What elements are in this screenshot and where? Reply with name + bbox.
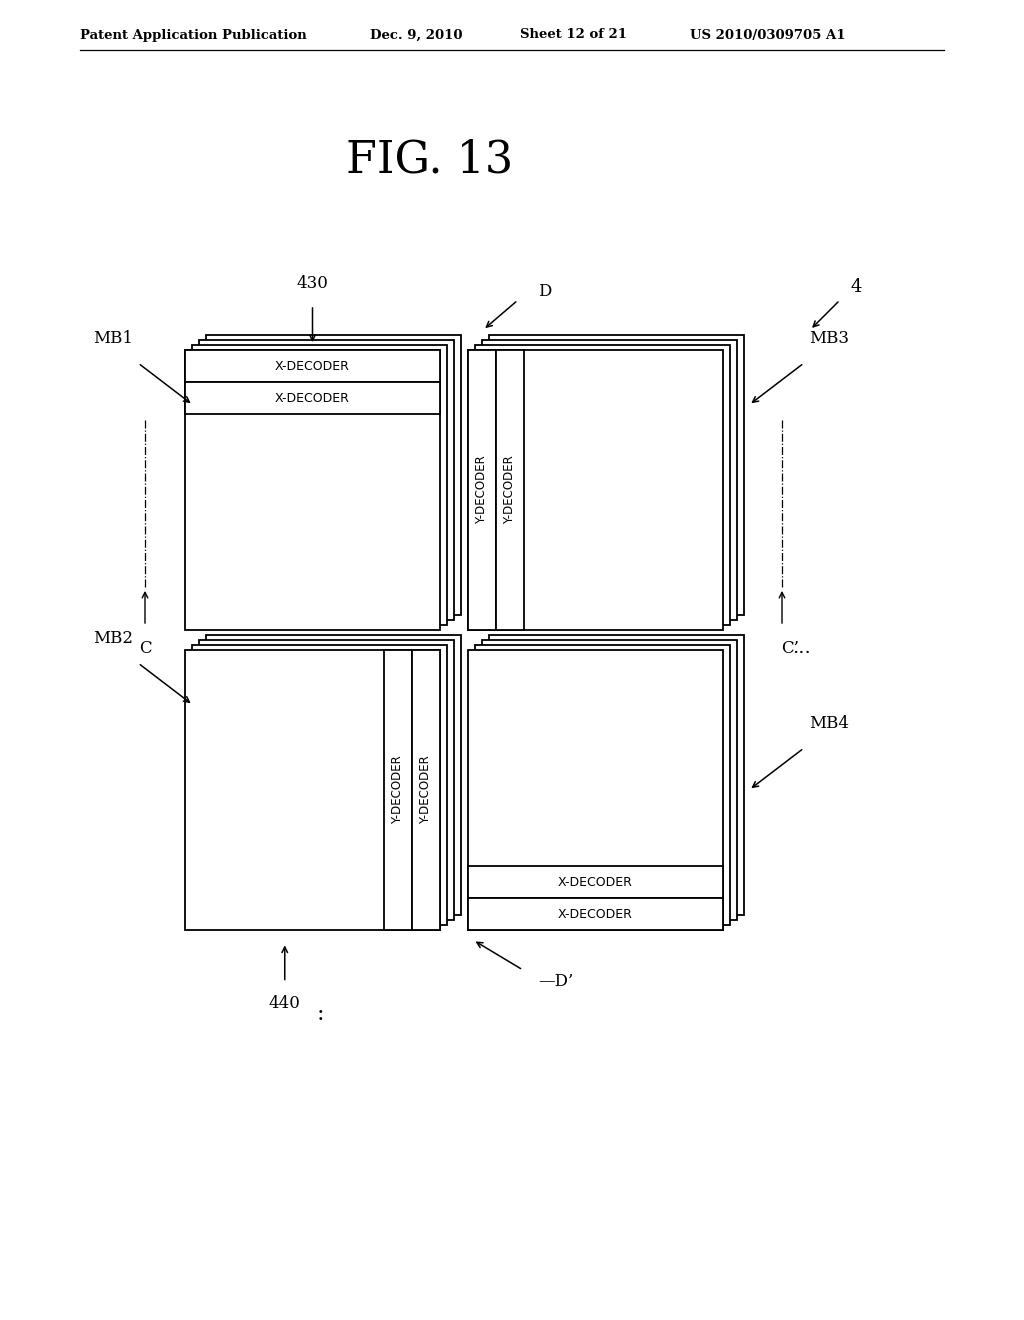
Text: :: :	[317, 1002, 325, 1024]
Text: MB4: MB4	[809, 715, 849, 733]
Bar	[199, 341, 454, 620]
Bar	[468, 350, 723, 630]
Text: C’: C’	[781, 640, 799, 657]
Bar	[468, 649, 723, 931]
Text: D: D	[538, 284, 551, 301]
Bar	[482, 640, 737, 920]
Bar	[185, 350, 440, 630]
Bar	[489, 335, 744, 615]
Text: Patent Application Publication: Patent Application Publication	[80, 29, 307, 41]
Text: X-DECODER: X-DECODER	[275, 392, 350, 404]
Text: FIG. 13: FIG. 13	[346, 139, 514, 182]
Bar	[475, 345, 730, 624]
Bar	[468, 350, 496, 630]
Bar	[199, 640, 454, 920]
Text: X-DECODER: X-DECODER	[558, 908, 633, 920]
Bar	[412, 649, 440, 931]
Text: Y-DECODER: Y-DECODER	[504, 455, 516, 524]
Text: Dec. 9, 2010: Dec. 9, 2010	[370, 29, 463, 41]
Bar	[496, 350, 524, 630]
Bar	[384, 649, 412, 931]
Bar	[489, 635, 744, 915]
Bar	[468, 866, 723, 898]
Text: 430: 430	[297, 275, 329, 292]
Text: —D’: —D’	[538, 974, 573, 990]
Text: 4: 4	[850, 279, 861, 296]
Text: 440: 440	[269, 995, 301, 1012]
Bar	[185, 350, 440, 381]
Bar	[206, 635, 461, 915]
Text: MB1: MB1	[93, 330, 133, 347]
Text: MB3: MB3	[809, 330, 849, 347]
Text: Y-DECODER: Y-DECODER	[391, 755, 404, 825]
Text: C: C	[138, 640, 152, 657]
Text: US 2010/0309705 A1: US 2010/0309705 A1	[690, 29, 846, 41]
Bar	[482, 341, 737, 620]
Bar	[193, 345, 447, 624]
Bar	[206, 335, 461, 615]
Bar	[468, 898, 723, 931]
Text: Y-DECODER: Y-DECODER	[420, 755, 432, 825]
Bar	[475, 645, 730, 925]
Text: Sheet 12 of 21: Sheet 12 of 21	[520, 29, 627, 41]
Text: X-DECODER: X-DECODER	[558, 875, 633, 888]
Bar	[185, 381, 440, 414]
Text: ...: ...	[792, 639, 811, 657]
Text: MB2: MB2	[93, 630, 133, 647]
Text: X-DECODER: X-DECODER	[275, 359, 350, 372]
Bar	[193, 645, 447, 925]
Text: Y-DECODER: Y-DECODER	[475, 455, 488, 524]
Bar	[185, 649, 440, 931]
